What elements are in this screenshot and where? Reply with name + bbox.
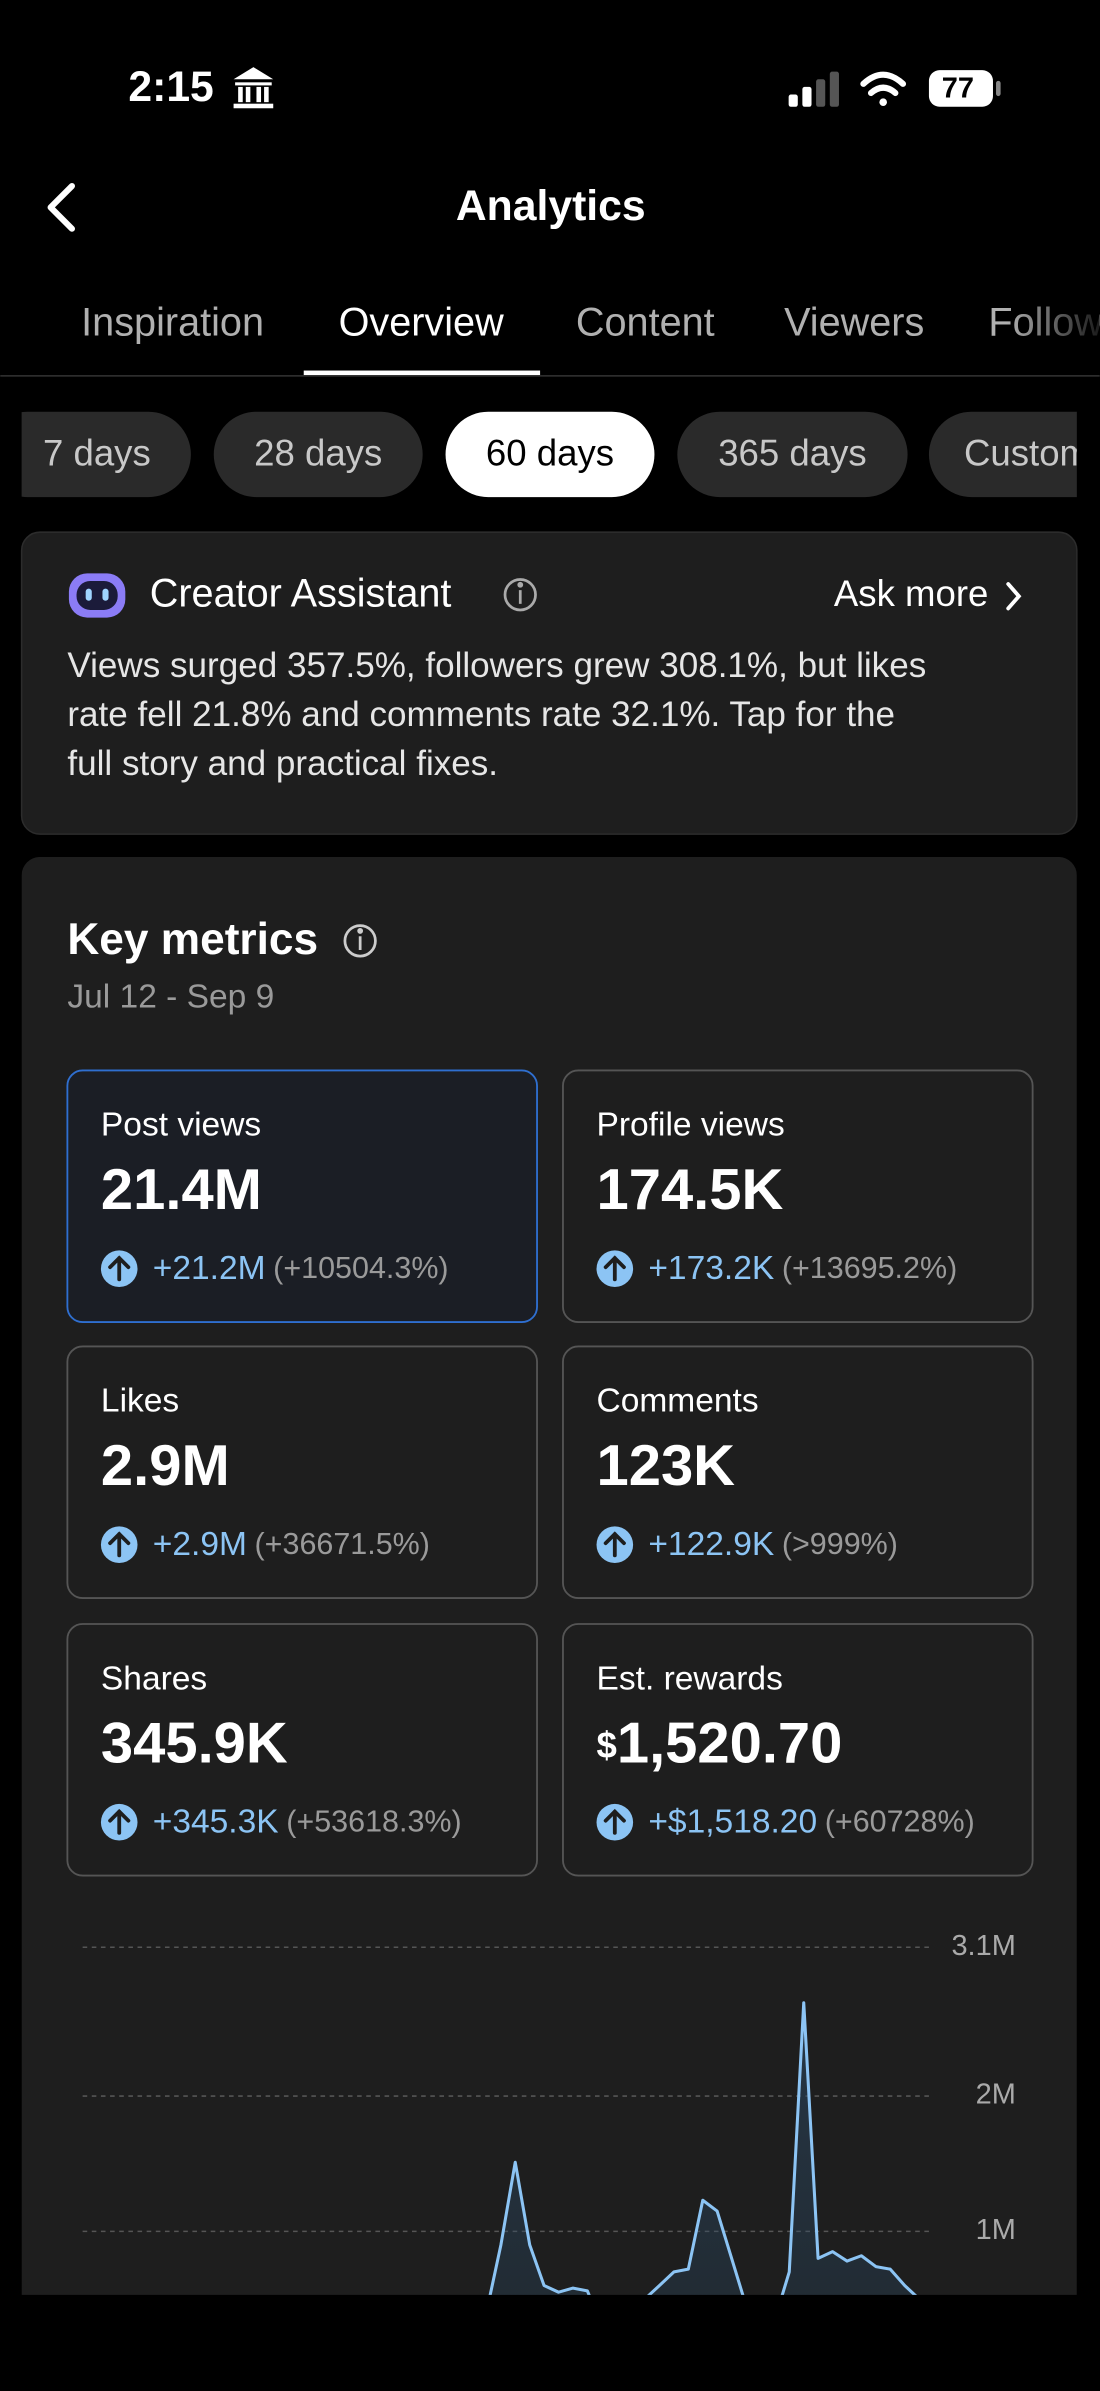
change: +2.9M [153, 1526, 247, 1563]
metrics-date: Jul 12 - Sep 9 [67, 979, 274, 1016]
change-pct: (>999%) [782, 1527, 898, 1561]
metric-value: 2.9M [101, 1434, 230, 1498]
metric-label: Post views [101, 1107, 261, 1144]
y-tick-label: 1M [976, 2214, 1016, 2246]
info-icon [343, 924, 377, 958]
change-pct: (+13695.2%) [782, 1251, 957, 1285]
metric-label: Likes [101, 1383, 179, 1420]
metric-change: +2.9M (+36671.5%) [153, 1526, 430, 1563]
change: +345.3K [153, 1804, 279, 1841]
change: +21.2M [153, 1250, 266, 1287]
up-arrow [108, 1531, 131, 1558]
assistant-line: Views surged 357.5%, followers grew 308.… [67, 646, 926, 685]
range-label: Custom [964, 433, 1090, 474]
tab[interactable]: Content [576, 300, 715, 344]
y-tick-label: 2M [976, 2079, 1016, 2111]
up-arrow [603, 1255, 626, 1282]
change: +122.9K [648, 1526, 774, 1563]
metric-value: 174.5K [597, 1158, 784, 1222]
metric-change: +21.2M (+10504.3%) [153, 1250, 449, 1287]
chevron [1006, 582, 1022, 611]
signal-icon [788, 71, 839, 107]
up-arrow [108, 1255, 131, 1282]
currency: $ [597, 1724, 617, 1765]
metric-card[interactable] [562, 1069, 1034, 1323]
metric-change: +345.3K (+53618.3%) [153, 1804, 462, 1841]
metric-card[interactable] [66, 1623, 538, 1877]
value: 1,520.70 [617, 1712, 843, 1776]
metric-label: Shares [101, 1660, 207, 1697]
wifi-icon [860, 71, 907, 106]
back-button[interactable] [47, 182, 76, 232]
value: 2.9M [101, 1434, 230, 1498]
tab-fade [1006, 266, 1100, 374]
metric-label: Est. rewards [597, 1660, 783, 1697]
assistant-line: rate fell 21.8% and comments rate 32.1%.… [67, 695, 895, 734]
range-pill[interactable] [445, 411, 655, 498]
change-pct: (+53618.3%) [286, 1805, 461, 1839]
tab[interactable]: Inspiration [81, 300, 264, 344]
battery-icon [928, 70, 1001, 107]
assistant-line: full story and practical fixes. [67, 744, 498, 783]
line [488, 2001, 918, 2295]
tab-separator [0, 375, 1100, 377]
range-label: 60 days [486, 433, 614, 474]
change-pct: (+36671.5%) [255, 1527, 430, 1561]
status-time: 2:15 [128, 63, 213, 111]
value: 345.9K [101, 1712, 288, 1776]
y-tick-label: 3.1M [951, 1930, 1015, 1962]
metrics-title: Key metrics [67, 915, 318, 964]
assistant-icon [68, 573, 126, 618]
info-icon [503, 578, 537, 612]
assistant-card[interactable] [20, 531, 1078, 835]
metric-card[interactable] [66, 1345, 538, 1599]
line-area [490, 2002, 915, 2295]
change-pct: (+60728%) [825, 1805, 975, 1839]
range-selector: 7 days 28 days 60 days 365 days Custom [0, 411, 1100, 498]
value: 21.4M [101, 1158, 262, 1222]
value: 123K [597, 1434, 736, 1498]
metric-card[interactable] [66, 1069, 538, 1323]
metric-change: +$1,518.20 (+60728%) [648, 1804, 974, 1841]
change-pct: (+10504.3%) [273, 1251, 448, 1285]
metric-change: +122.9K (>999%) [648, 1526, 898, 1563]
value: 174.5K [597, 1158, 784, 1222]
assistant-text: Views surged 357.5%, followers grew 308.… [67, 646, 926, 783]
metric-value: 123K [597, 1434, 736, 1498]
metric-change: +173.2K (+13695.2%) [648, 1250, 957, 1287]
metric-value: 21.4M [101, 1158, 262, 1222]
metric-label: Profile views [597, 1107, 785, 1144]
tab[interactable]: Overview [339, 300, 505, 344]
battery-level: 77 [942, 73, 974, 105]
bank-icon [233, 67, 274, 109]
ask-more[interactable]: Ask more [834, 573, 988, 614]
chart: 3.1M 2M 1M [82, 1930, 1016, 2295]
up-arrow [603, 1808, 626, 1835]
range-label: 7 days [43, 433, 151, 474]
range-pill[interactable] [0, 411, 191, 498]
range-pill[interactable] [677, 411, 908, 498]
page-title: Analytics [456, 182, 646, 230]
metric-label: Comments [597, 1383, 759, 1420]
change: +173.2K [648, 1250, 774, 1287]
metric-grid: Post views 21.4M +21.2M (+10504.3%) Profile … [66, 1069, 1034, 1877]
up-arrow [108, 1808, 131, 1835]
tab-underline [303, 370, 541, 376]
range-label: 365 days [718, 433, 866, 474]
metric-card[interactable] [562, 1345, 1034, 1599]
range-label: 28 days [254, 433, 382, 474]
metric-value: 345.9K [101, 1712, 288, 1776]
range-pill[interactable] [213, 411, 423, 498]
tab-bar: InspirationOverviewContentViewersFollowe… [81, 300, 1100, 376]
metric-value: $1,520.70 [597, 1712, 843, 1776]
metric-card[interactable] [562, 1623, 1034, 1877]
assistant-title: Creator Assistant [150, 572, 452, 616]
change: +$1,518.20 [648, 1804, 817, 1841]
up-arrow [603, 1531, 626, 1558]
range-pill[interactable] [928, 411, 1100, 498]
tab[interactable]: Viewers [784, 300, 924, 344]
